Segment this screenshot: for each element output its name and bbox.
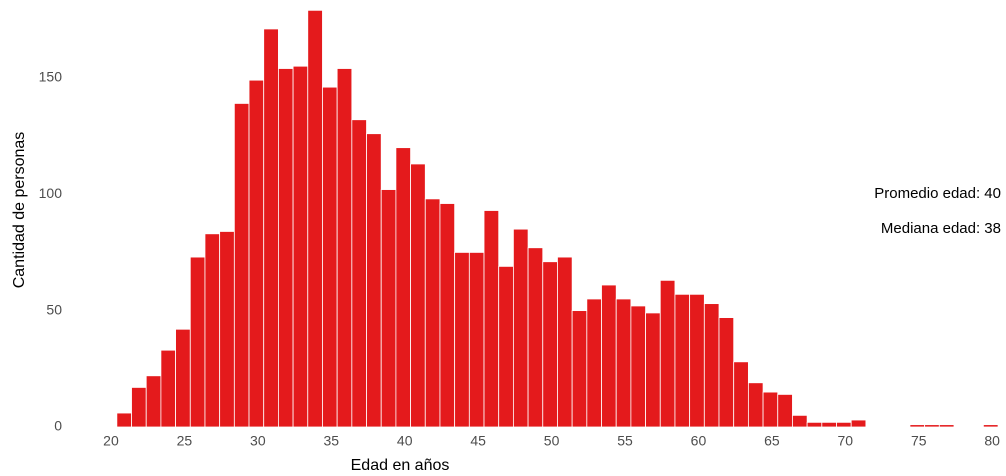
- x-tick-label: 45: [470, 433, 486, 449]
- bar: [792, 414, 808, 428]
- bar: [366, 133, 382, 428]
- bar: [233, 103, 250, 428]
- bar: [659, 279, 676, 428]
- x-axis-title: Edad en años: [351, 457, 450, 474]
- bar: [836, 421, 852, 428]
- bar: [424, 198, 441, 428]
- y-tick-label: 0: [54, 418, 62, 434]
- bar: [733, 361, 749, 428]
- x-tick-label: 50: [544, 433, 560, 449]
- bar: [689, 293, 705, 428]
- bar: [468, 252, 485, 428]
- bar: [175, 328, 191, 428]
- x-tick-label: 65: [764, 433, 780, 449]
- bar: [924, 424, 940, 428]
- x-tick-label: 25: [177, 433, 193, 449]
- x-tick-label: 75: [911, 433, 927, 449]
- bar: [439, 203, 456, 428]
- bar: [410, 163, 426, 428]
- bar: [909, 424, 926, 428]
- bar: [718, 317, 735, 428]
- y-tick-label: 50: [46, 301, 62, 317]
- bar: [307, 9, 323, 428]
- bar: [615, 298, 632, 428]
- bar: [131, 387, 147, 428]
- bar: [498, 265, 514, 428]
- bar: [645, 312, 661, 428]
- bar: [777, 394, 793, 428]
- bar: [219, 231, 235, 428]
- x-tick-label: 70: [838, 433, 854, 449]
- bar: [982, 424, 999, 428]
- x-tick-label: 80: [984, 433, 1000, 449]
- x-tick-label: 20: [103, 433, 119, 449]
- bar: [586, 298, 602, 428]
- x-tick-label: 35: [323, 433, 339, 449]
- bar: [160, 349, 176, 428]
- bar: [351, 119, 367, 428]
- bar: [542, 261, 558, 428]
- x-tick-label: 30: [250, 433, 266, 449]
- bar: [747, 382, 764, 428]
- annotation: Promedio edad: 40: [874, 185, 1001, 202]
- y-tick-label: 150: [39, 69, 63, 85]
- bar: [263, 28, 279, 428]
- bar: [395, 147, 411, 428]
- bar: [322, 86, 338, 428]
- bar: [571, 310, 588, 428]
- bar: [145, 375, 162, 428]
- y-axis-title: Cantidad de personas: [11, 132, 28, 289]
- bar: [601, 284, 617, 428]
- bar: [116, 412, 132, 428]
- bar: [527, 247, 544, 428]
- x-tick-label: 55: [617, 433, 633, 449]
- bar: [248, 79, 265, 428]
- y-tick-label: 100: [39, 185, 63, 201]
- bar: [292, 65, 309, 428]
- bar: [850, 419, 867, 428]
- bar: [336, 68, 353, 428]
- bar: [703, 303, 720, 428]
- bar: [512, 228, 529, 428]
- bar: [278, 68, 294, 428]
- bar: [762, 391, 779, 428]
- bar: [938, 424, 955, 428]
- x-tick-label: 40: [397, 433, 413, 449]
- bar: [806, 421, 823, 428]
- bar: [189, 256, 206, 428]
- bar: [821, 421, 837, 428]
- bar: [674, 293, 691, 428]
- bar: [557, 256, 573, 428]
- bar: [204, 233, 221, 428]
- annotation: Mediana edad: 38: [881, 220, 1001, 237]
- bar: [454, 252, 470, 428]
- bar: [630, 305, 646, 428]
- x-tick-label: 60: [691, 433, 707, 449]
- bar: [483, 210, 500, 428]
- bar: [380, 189, 397, 428]
